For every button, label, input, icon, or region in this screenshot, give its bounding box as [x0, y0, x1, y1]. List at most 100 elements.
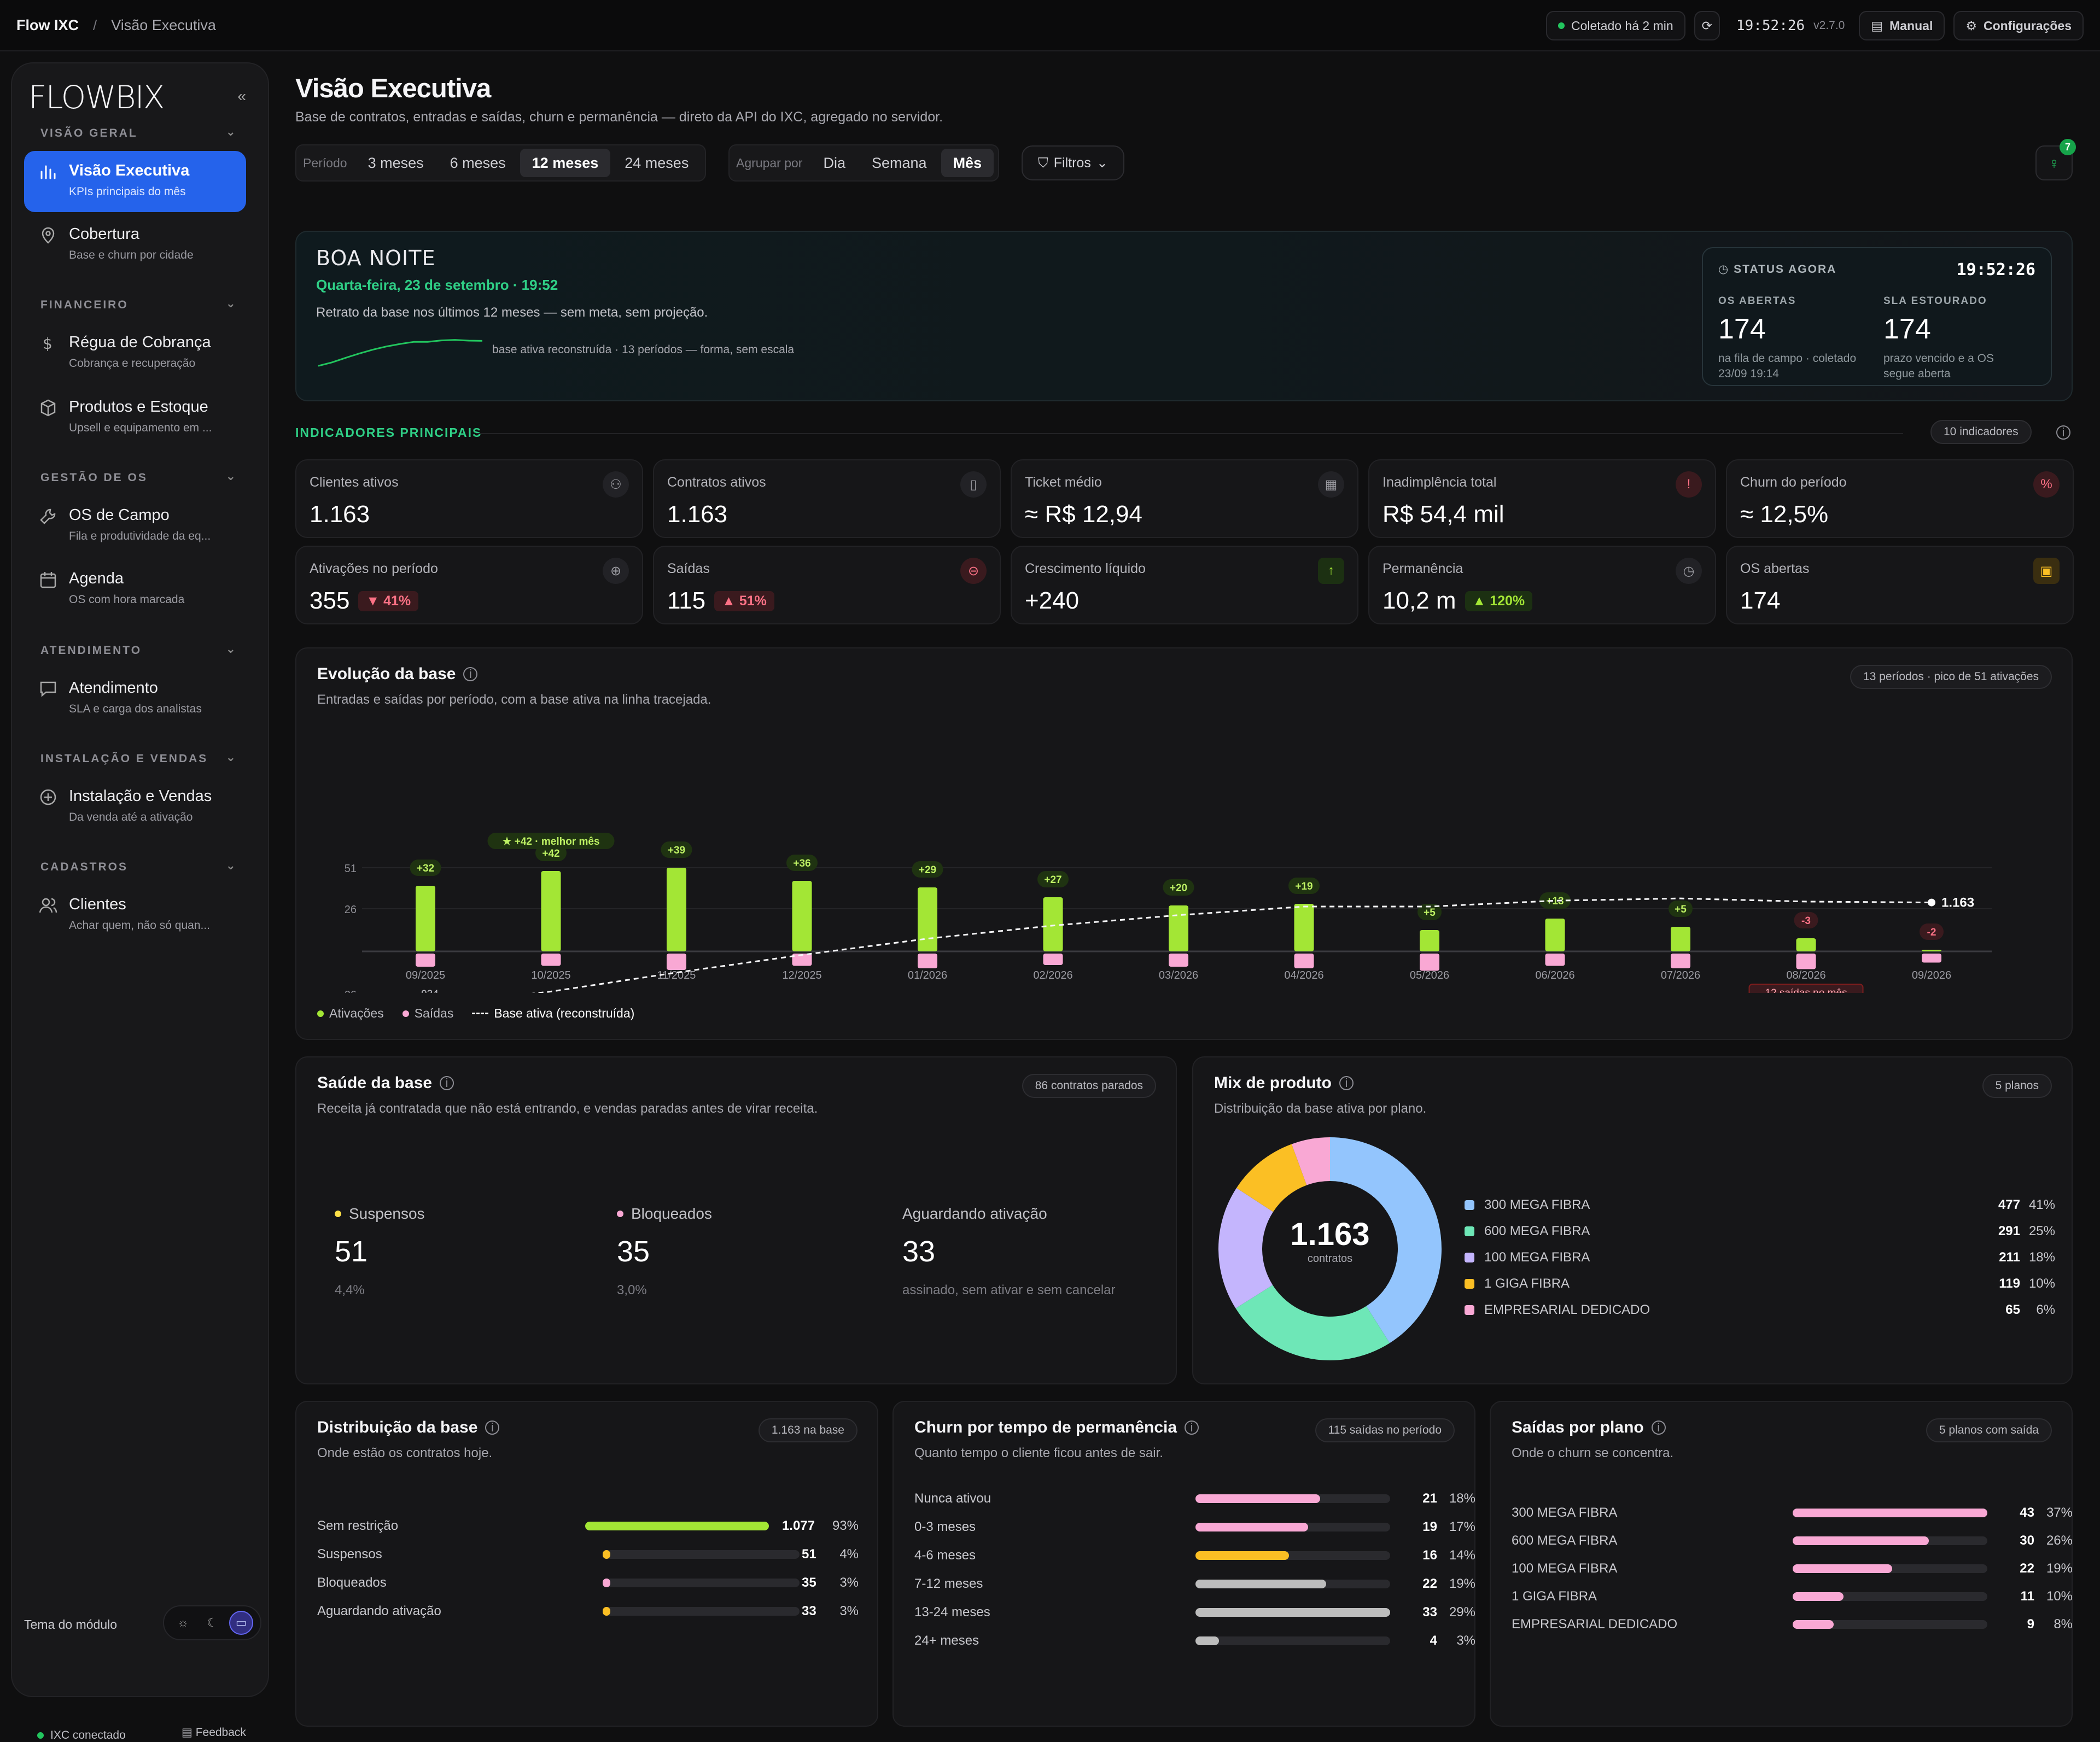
- bar-saidas[interactable]: [918, 954, 937, 968]
- period-3m[interactable]: 3 meses: [368, 155, 424, 171]
- donut-slice[interactable]: [1291, 1137, 1330, 1185]
- saidas-row[interactable]: 100 MEGA FIBRA 22 19%: [1512, 1555, 2073, 1582]
- group-month[interactable]: Mês: [941, 149, 994, 177]
- donut-slice[interactable]: [1235, 1285, 1390, 1360]
- churn-row[interactable]: 7-12 meses 22 19%: [914, 1570, 1475, 1598]
- moon-icon[interactable]: ☾: [207, 1616, 218, 1629]
- bar-saidas[interactable]: [667, 954, 686, 970]
- bar-ativacoes[interactable]: [667, 868, 686, 951]
- mix-row[interactable]: 100 MEGA FIBRA 211 18%: [1465, 1244, 2055, 1271]
- bar-ativacoes[interactable]: [918, 887, 937, 951]
- config-button[interactable]: ⚙ Configurações: [1953, 11, 2084, 40]
- theme-switcher[interactable]: ☼ ☾ ▭: [163, 1605, 261, 1640]
- bar-ativacoes[interactable]: [1420, 930, 1439, 951]
- feedback-button[interactable]: ▤ Feedback: [182, 1726, 246, 1739]
- saidas-row[interactable]: 1 GIGA FIBRA 11 10%: [1512, 1583, 2073, 1610]
- bar-saidas[interactable]: [1796, 954, 1816, 969]
- churn-row[interactable]: Nunca ativou 21 18%: [914, 1485, 1475, 1512]
- section-atendimento[interactable]: ATENDIMENTO ⌄: [40, 642, 237, 657]
- refresh-button[interactable]: ⟳: [1694, 11, 1720, 40]
- group-day[interactable]: Dia: [823, 155, 845, 171]
- info-icon[interactable]: i: [1339, 1076, 1354, 1090]
- dist-row[interactable]: Suspensos 51 4%: [317, 1541, 859, 1568]
- info-icon[interactable]: i: [440, 1076, 454, 1090]
- saidas-row[interactable]: 600 MEGA FIBRA 30 26%: [1512, 1527, 2073, 1554]
- dist-row[interactable]: Sem restrição 1.077 93%: [317, 1512, 859, 1540]
- period-12m[interactable]: 12 meses: [520, 149, 611, 177]
- info-icon[interactable]: i: [1651, 1421, 1666, 1435]
- churn-row[interactable]: 24+ meses 4 3%: [914, 1627, 1475, 1655]
- bar-saidas[interactable]: [792, 954, 812, 966]
- mix-row[interactable]: 600 MEGA FIBRA 291 25%: [1465, 1218, 2055, 1244]
- sidebar-item-atendimento[interactable]: Atendimento SLA e carga dos analistas: [24, 668, 246, 729]
- bar-saidas[interactable]: [1545, 954, 1565, 966]
- saidas-row[interactable]: 300 MEGA FIBRA 43 37%: [1512, 1499, 2073, 1527]
- kpi-card[interactable]: Saídas ⊖ 115 ▲ 51%: [653, 546, 1001, 624]
- bar-saidas[interactable]: [1169, 954, 1188, 967]
- bar-ativacoes[interactable]: [541, 871, 561, 951]
- donut-slice[interactable]: [1330, 1137, 1442, 1343]
- bar-ativacoes[interactable]: [1294, 904, 1314, 951]
- sidebar-item-os-campo[interactable]: OS de Campo Fila e produtividade da eq...: [24, 495, 246, 557]
- donut-slice[interactable]: [1218, 1188, 1274, 1308]
- bar-ativacoes[interactable]: [1671, 927, 1690, 951]
- bar-ativacoes[interactable]: [792, 881, 812, 951]
- sidebar-item-produtos-estoque[interactable]: Produtos e Estoque Upsell e equipamento e…: [24, 387, 246, 448]
- bar-saidas[interactable]: [1922, 954, 1941, 963]
- sidebar-item-clientes[interactable]: Clientes Achar quem, não só quan...: [24, 885, 246, 946]
- info-icon[interactable]: i: [2056, 425, 2070, 440]
- section-cadastros[interactable]: CADASTROS ⌄: [40, 858, 237, 874]
- sidebar-item-instalacao-vendas[interactable]: Instalação e Vendas Da venda até a ativaç…: [24, 776, 246, 838]
- tips-button[interactable]: ♀ 7: [2035, 139, 2076, 180]
- info-icon[interactable]: i: [1185, 1421, 1199, 1435]
- section-gestao-os[interactable]: GESTÃO DE OS ⌄: [40, 469, 237, 484]
- mix-row[interactable]: 300 MEGA FIBRA 477 41%: [1465, 1192, 2055, 1218]
- dist-row[interactable]: Aguardando ativação 33 3%: [317, 1598, 859, 1625]
- kpi-card[interactable]: Inadimplência total! R$ 54,4 mil: [1368, 459, 1716, 538]
- bar-saidas[interactable]: [416, 954, 435, 967]
- sidebar-item-cobertura[interactable]: Cobertura Base e churn por cidade: [24, 214, 246, 276]
- churn-row[interactable]: 4-6 meses 16 14%: [914, 1542, 1475, 1569]
- bar-saidas[interactable]: [541, 954, 561, 966]
- kpi-card[interactable]: Crescimento líquido ↑ +240: [1011, 546, 1358, 624]
- kpi-card[interactable]: Clientes ativos ⚇ 1.163: [295, 459, 643, 538]
- bar-ativacoes[interactable]: [1169, 905, 1188, 951]
- bar-ativacoes[interactable]: [1796, 938, 1816, 951]
- info-icon[interactable]: i: [463, 667, 478, 681]
- kpi-card[interactable]: Churn do período% ≈ 12,5%: [1726, 459, 2074, 538]
- group-week[interactable]: Semana: [871, 155, 927, 171]
- churn-row[interactable]: 13-24 meses 33 29%: [914, 1599, 1475, 1626]
- section-financeiro[interactable]: FINANCEIRO ⌄: [40, 296, 237, 312]
- info-icon[interactable]: i: [485, 1421, 500, 1435]
- sun-icon[interactable]: ☼: [177, 1616, 189, 1629]
- sidebar-item-regua-cobranca[interactable]: $ Régua de Cobrança Cobrança e recuperaçã…: [24, 323, 246, 384]
- dist-row[interactable]: Bloqueados 35 3%: [317, 1569, 859, 1597]
- churn-row[interactable]: 0-3 meses 19 17%: [914, 1513, 1475, 1541]
- manual-button[interactable]: ▤ Manual: [1859, 11, 1945, 40]
- kpi-card[interactable]: OS abertas ▣ 174: [1726, 546, 2074, 624]
- bar-ativacoes[interactable]: [416, 886, 435, 951]
- period-24m[interactable]: 24 meses: [625, 155, 689, 171]
- bar-saidas[interactable]: [1294, 954, 1314, 968]
- kpi-card[interactable]: Contratos ativos ▯ 1.163: [653, 459, 1001, 538]
- monitor-icon[interactable]: ▭: [229, 1611, 254, 1635]
- kpi-card[interactable]: Ticket médio ▦ ≈ R$ 12,94: [1011, 459, 1358, 538]
- bar-ativacoes[interactable]: [1922, 950, 1941, 951]
- app-name[interactable]: Flow IXC: [16, 16, 79, 33]
- bar-saidas[interactable]: [1420, 954, 1439, 971]
- bar-ativacoes[interactable]: [1545, 919, 1565, 951]
- period-6m[interactable]: 6 meses: [450, 155, 506, 171]
- kpi-card[interactable]: Ativações no período ⊕ 355 ▼ 41%: [295, 546, 643, 624]
- collapse-sidebar-icon[interactable]: «: [237, 87, 246, 104]
- kpi-card[interactable]: Permanência ◷ 10,2 m ▲ 120%: [1368, 546, 1716, 624]
- mix-row[interactable]: EMPRESARIAL DEDICADO 65 6%: [1465, 1297, 2055, 1323]
- section-instalacao-vendas[interactable]: INSTALAÇÃO E VENDAS ⌄: [40, 750, 237, 765]
- bar-ativacoes[interactable]: [1043, 897, 1063, 951]
- bar-saidas[interactable]: [1043, 954, 1063, 965]
- sidebar-item-agenda[interactable]: Agenda OS com hora marcada: [24, 559, 246, 620]
- bar-saidas[interactable]: [1671, 954, 1690, 968]
- filters-button[interactable]: ⛉ Filtros ⌄: [1022, 145, 1124, 180]
- saidas-row[interactable]: EMPRESARIAL DEDICADO 9 8%: [1512, 1611, 2073, 1638]
- sidebar-item-visao-executiva[interactable]: Visão Executiva KPIs principais do mês: [24, 151, 246, 212]
- donut-slice[interactable]: [1236, 1144, 1307, 1212]
